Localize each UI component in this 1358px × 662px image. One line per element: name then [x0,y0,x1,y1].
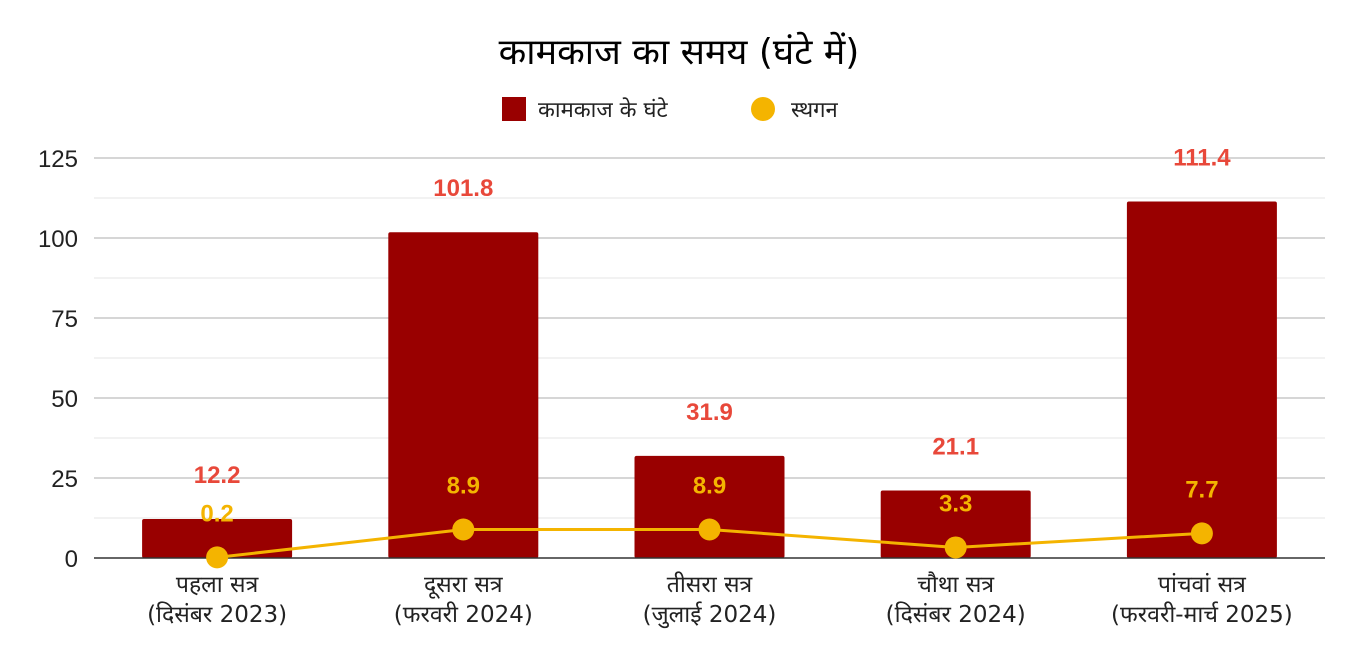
bar [880,490,1031,558]
legend-label-adjournment: स्थगन [791,98,839,123]
adjournment-point [944,536,967,559]
x-category-label: (फरवरी-मार्च 2025) [1111,601,1293,628]
y-tick-label: 50 [51,386,78,413]
bar-value-label: 111.4 [1173,145,1231,172]
adjournment-point [698,518,721,541]
adjournment-point [206,546,229,569]
chart-title: कामकाज का समय (घंटे में) [499,31,860,73]
gridlines [94,157,1325,519]
x-category-label: चौथा सत्र [917,571,995,598]
x-category-label: पांचवां सत्र [1158,572,1247,598]
adjournment-value-label: 3.3 [939,490,972,517]
x-category-label: तीसरा सत्र [667,571,754,598]
adjournment-point [1190,522,1213,545]
data-labels: 12.2 101.8 31.9 21.1 111.4 0.2 8.9 8.9 3.3 7.7 [194,145,1232,528]
x-category-label: (दिसंबर 2023) [147,601,287,628]
y-tick-label: 25 [51,466,78,493]
x-category-label: (दिसंबर 2024) [886,601,1026,628]
x-category-label: दूसरा सत्र [424,572,504,599]
legend-swatch-adjournment [751,97,775,121]
legend-label-work-hours: कामकाज के घंटे [538,97,669,123]
adjournment-line [206,518,1213,569]
bars [142,201,1277,559]
bar [1126,201,1277,558]
adjournment-value-label: 7.7 [1185,476,1218,503]
adjournment-value-label: 8.9 [693,473,726,500]
bar [142,518,293,558]
bar-value-label: 21.1 [932,433,979,460]
adjournment-value-label: 8.9 [447,473,480,500]
bar [388,232,539,559]
bar-value-label: 12.2 [194,462,241,489]
adjournment-point [452,518,475,541]
bar [634,455,785,558]
y-tick-label: 100 [38,226,78,253]
y-tick-label: 0 [65,546,78,573]
bar-value-label: 31.9 [686,399,733,426]
x-category-label: पहला सत्र [176,572,260,598]
y-tick-label: 125 [38,146,78,173]
legend: कामकाज के घंटे स्थगन [502,97,839,123]
legend-swatch-work-hours [502,97,526,121]
x-axis: पहला सत्र (दिसंबर 2023) दूसरा सत्र(फरवरी 2… [147,571,1293,629]
x-category-label: (फरवरी 2024) [394,601,533,628]
x-category-label: (जुलाई 2024) [643,601,777,629]
y-axis: 0 25 50 75 100 125 [38,146,78,573]
bar-value-label: 101.8 [433,175,493,202]
y-tick-label: 75 [51,306,78,333]
adjournment-value-label: 0.2 [200,500,233,527]
